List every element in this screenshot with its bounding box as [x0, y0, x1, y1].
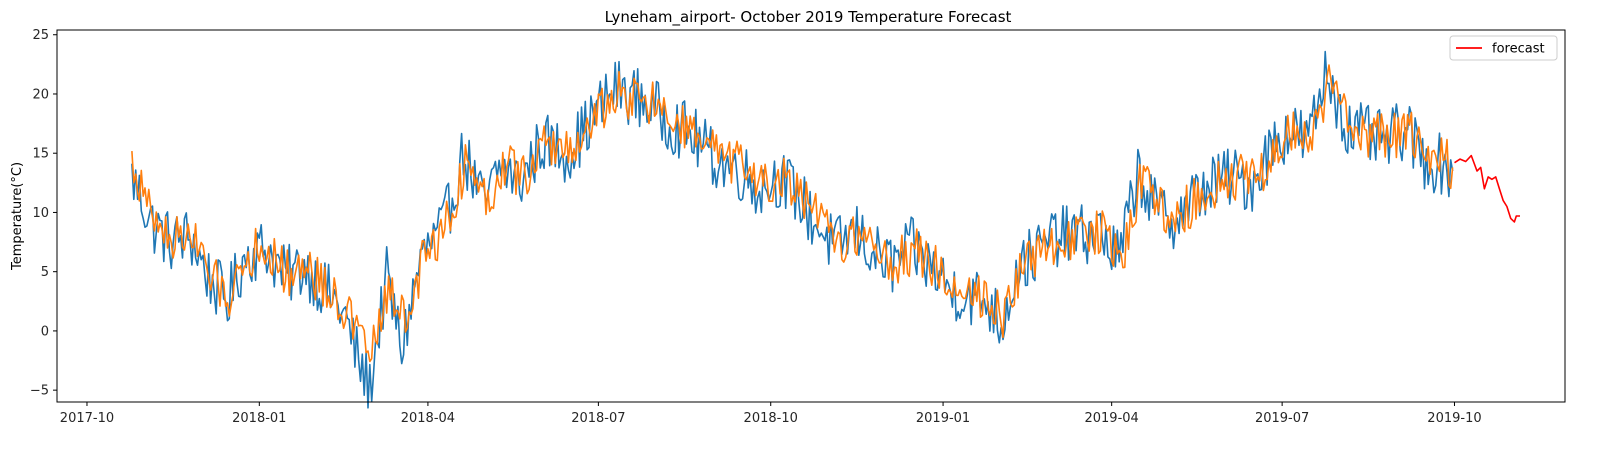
- series-line-fitted: [131, 64, 1454, 363]
- x-tick-label: 2018-04: [401, 411, 455, 426]
- x-axis: 2017-10 2018-01 2018-04 2018-07 2018-10 2019-…: [60, 402, 1482, 426]
- y-axis: −5 0 5 10 15 20 25: [30, 28, 57, 399]
- series-line-forecast: [1454, 154, 1520, 223]
- y-axis-label: Temperature(°C): [10, 162, 25, 271]
- legend-label: forecast: [1492, 42, 1545, 57]
- x-tick-label: 2017-10: [60, 411, 114, 426]
- x-tick-label: 2019-07: [1255, 411, 1309, 426]
- x-tick-label: 2018-10: [744, 411, 798, 426]
- chart-title: Lyneham_airport- October 2019 Temperatur…: [605, 8, 1012, 27]
- y-tick-label: 25: [32, 28, 49, 43]
- y-tick-label: 0: [41, 324, 49, 339]
- plot-frame: [56, 29, 1566, 403]
- x-tick-label: 2019-10: [1427, 411, 1481, 426]
- y-tick-label: 5: [41, 265, 49, 280]
- x-tick-label: 2019-04: [1084, 411, 1138, 426]
- y-tick-label: 10: [32, 206, 49, 221]
- x-tick-label: 2019-01: [916, 411, 970, 426]
- series-line-observed: [131, 50, 1454, 409]
- x-tick-label: 2018-01: [232, 411, 286, 426]
- y-tick-label: 20: [32, 87, 49, 102]
- legend: forecast: [1449, 35, 1558, 61]
- y-tick-label: −5: [30, 384, 49, 399]
- legend-box: [1449, 35, 1558, 61]
- y-tick-label: 15: [32, 147, 49, 162]
- plot-area: [131, 50, 1520, 409]
- x-tick-label: 2018-07: [571, 411, 625, 426]
